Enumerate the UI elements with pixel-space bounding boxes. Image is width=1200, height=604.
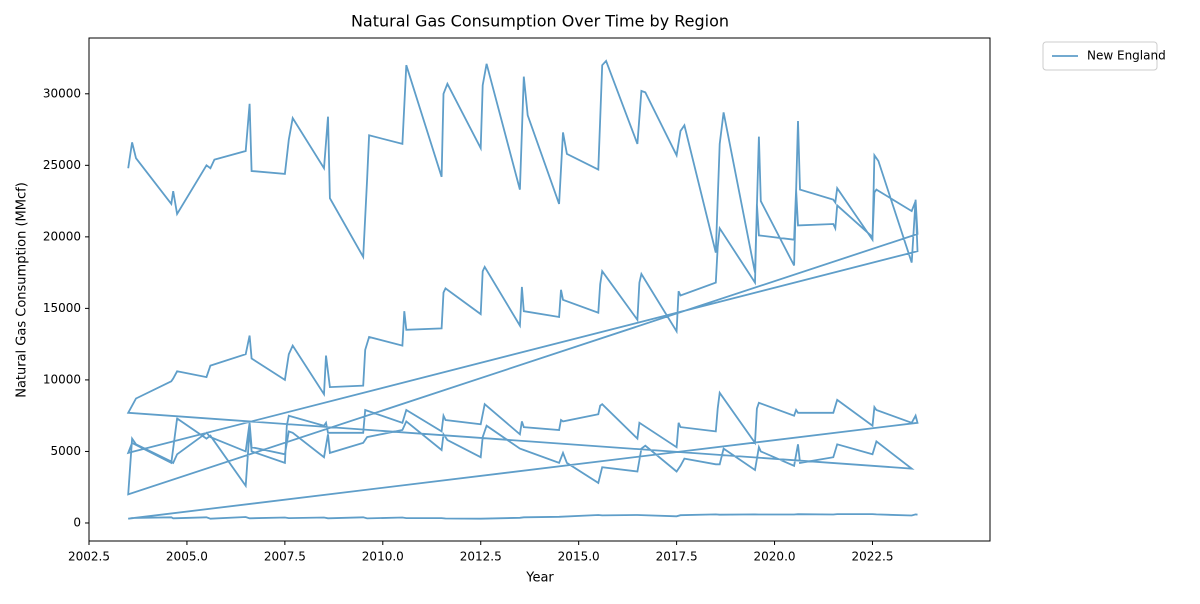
y-tick-label: 0 — [73, 515, 81, 529]
x-tick-label: 2015.0 — [558, 550, 600, 564]
x-tick-label: 2005.0 — [166, 550, 208, 564]
chart-title: Natural Gas Consumption Over Time by Reg… — [351, 12, 729, 31]
x-tick-label: 2007.5 — [264, 550, 306, 564]
y-tick-label: 30000 — [43, 86, 81, 100]
legend-label: New England — [1087, 49, 1166, 63]
x-tick-label: 2010.0 — [362, 550, 404, 564]
plot-frame — [88, 37, 991, 542]
x-tick-label: 2020.0 — [754, 550, 796, 564]
series-line — [126, 59, 919, 520]
x-tick-label: 2012.5 — [460, 550, 502, 564]
y-axis-label: Natural Gas Consumption (MMcf) — [15, 182, 30, 398]
x-tick-label: 2002.5 — [68, 550, 110, 564]
legend-box — [1042, 41, 1158, 71]
x-tick-label: 2022.5 — [851, 550, 893, 564]
x-axis-label: Year — [525, 571, 554, 586]
y-tick-label: 25000 — [43, 158, 81, 172]
y-tick-label: 5000 — [50, 444, 81, 458]
y-tick-label: 20000 — [43, 229, 81, 243]
y-tick-label: 10000 — [43, 372, 81, 386]
y-tick-label: 15000 — [43, 301, 81, 315]
x-tick-label: 2017.5 — [656, 550, 698, 564]
